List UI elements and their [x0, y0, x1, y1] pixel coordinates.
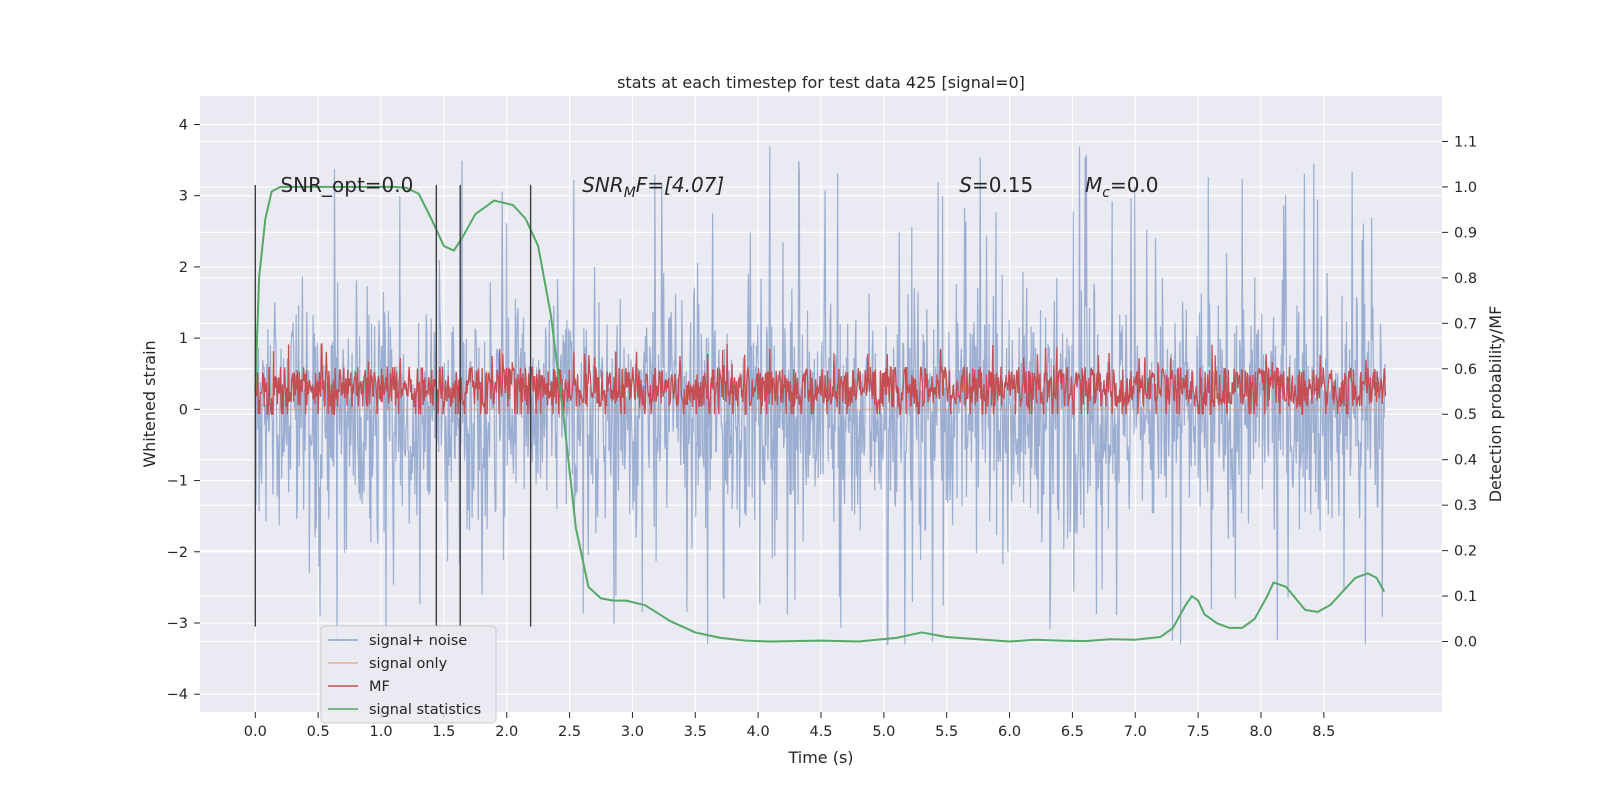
y-tick-label: −4	[167, 687, 188, 703]
chart-title: stats at each timestep for test data 425…	[617, 73, 1025, 92]
x-tick-label: 8.0	[1249, 724, 1272, 740]
x-tick-label: 3.5	[684, 724, 707, 740]
y-axis-ticks: 4 3 2 1 0 −1 −2 −3 −4	[167, 117, 200, 703]
x-tick-label: 4.0	[747, 724, 770, 740]
x-tick-label: 0.5	[307, 724, 330, 740]
y2-tick-label: 0.4	[1454, 453, 1477, 469]
x-tick-label: 8.5	[1312, 724, 1335, 740]
x-tick-label: 3.0	[621, 724, 644, 740]
y-tick-label: −3	[167, 616, 188, 632]
legend-label-signal-only: signal only	[369, 656, 448, 672]
y-axis-label: Whitened strain	[140, 340, 159, 467]
y-tick-label: 0	[179, 402, 188, 418]
x-tick-label: 5.0	[872, 724, 895, 740]
y2-tick-label: 1.1	[1454, 134, 1477, 150]
x-tick-label: 7.0	[1124, 724, 1147, 740]
y-tick-label: 1	[179, 331, 188, 347]
y2-tick-label: 0.2	[1454, 544, 1477, 560]
y-tick-label: 2	[179, 260, 188, 276]
y2-tick-label: 0.6	[1454, 362, 1477, 378]
vertical-markers	[254, 185, 532, 627]
x-tick-label: 2.5	[558, 724, 581, 740]
y-tick-label: 3	[179, 189, 188, 205]
x-tick-label: 2.0	[495, 724, 518, 740]
annotation-text: SNRMF=[4.07]	[582, 173, 724, 201]
y2-tick-label: 0.0	[1454, 635, 1477, 651]
x-axis-ticks: 0.0 0.5 1.0 1.5 2.0 2.5 3.0 3.5 4.0 4.5 5.0 5.5 6.0 6…	[244, 712, 1335, 740]
x-tick-label: 7.5	[1187, 724, 1210, 740]
y-tick-label: −2	[167, 545, 188, 561]
series-signal-statistics	[254, 185, 1386, 643]
y2-tick-label: 0.3	[1454, 498, 1477, 514]
y-tick-label: 4	[179, 117, 188, 133]
annotations: SNR_opt=0.0 SNRMF=[4.07] S=0.15 Mc=0.0	[280, 173, 1158, 201]
y2-tick-label: 0.9	[1454, 225, 1477, 241]
x-tick-label: 1.0	[369, 724, 392, 740]
annotation-text: SNR_opt=0.0	[280, 173, 413, 197]
x-tick-label: 6.5	[1061, 724, 1084, 740]
x-tick-label: 1.5	[432, 724, 455, 740]
y2-axis-label: Detection probability/MF	[1486, 306, 1505, 503]
x-tick-label: 0.0	[244, 724, 267, 740]
x-tick-label: 6.0	[998, 724, 1021, 740]
x-axis-label: Time (s)	[787, 748, 853, 767]
x-tick-label: 4.5	[809, 724, 832, 740]
y2-tick-label: 0.1	[1454, 589, 1477, 605]
legend-box	[320, 625, 497, 724]
y2-tick-label: 0.7	[1454, 316, 1477, 332]
y2-tick-label: 0.8	[1454, 271, 1477, 287]
y2-tick-label: 1.0	[1454, 180, 1477, 196]
legend-label-signal-statistics: signal statistics	[369, 702, 481, 718]
annotation-text: Mc=0.0	[1085, 173, 1159, 201]
series-signal-noise	[254, 146, 1387, 645]
annotation-text: S=0.15	[959, 173, 1033, 197]
legend-label-mf: MF	[369, 679, 390, 695]
y2-axis-ticks: 1.1 1.0 0.9 0.8 0.7 0.6 0.5 0.4 0.3 0.2 0.1 0.0	[1442, 134, 1477, 651]
legend: signal+ noise signal only MF signal stat…	[320, 625, 497, 724]
legend-label-signal-noise: signal+ noise	[369, 633, 467, 649]
series-mf	[254, 343, 1387, 415]
y2-tick-label: 0.5	[1454, 407, 1477, 423]
y-tick-label: −1	[167, 474, 188, 490]
x-tick-label: 5.5	[935, 724, 958, 740]
series-layer	[254, 146, 1387, 645]
